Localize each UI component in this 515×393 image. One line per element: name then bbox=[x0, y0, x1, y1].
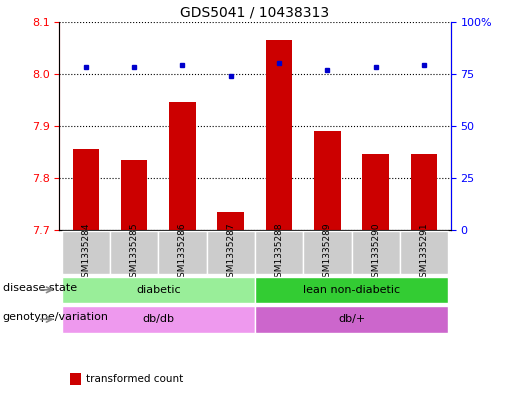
Bar bbox=[121, 160, 147, 230]
Bar bbox=[363, 154, 389, 230]
Bar bbox=[158, 231, 207, 274]
Bar bbox=[314, 131, 341, 230]
Text: GSM1335285: GSM1335285 bbox=[130, 222, 139, 283]
Bar bbox=[255, 277, 448, 303]
Text: disease state: disease state bbox=[3, 283, 77, 293]
Bar bbox=[62, 277, 255, 303]
Bar bbox=[266, 40, 293, 230]
Bar bbox=[303, 231, 352, 274]
Bar bbox=[73, 149, 99, 230]
Text: lean non-diabetic: lean non-diabetic bbox=[303, 285, 400, 295]
Title: GDS5041 / 10438313: GDS5041 / 10438313 bbox=[180, 5, 330, 19]
Text: transformed count: transformed count bbox=[86, 374, 183, 384]
Bar bbox=[207, 231, 255, 274]
Bar bbox=[217, 212, 244, 230]
Text: genotype/variation: genotype/variation bbox=[3, 312, 109, 322]
Bar bbox=[110, 231, 158, 274]
Text: GSM1335291: GSM1335291 bbox=[420, 222, 428, 283]
Bar bbox=[352, 231, 400, 274]
Text: db/+: db/+ bbox=[338, 314, 365, 324]
Text: GSM1335287: GSM1335287 bbox=[226, 222, 235, 283]
Text: GSM1335290: GSM1335290 bbox=[371, 222, 380, 283]
Bar bbox=[411, 154, 437, 230]
Text: GSM1335288: GSM1335288 bbox=[274, 222, 284, 283]
Text: db/db: db/db bbox=[142, 314, 174, 324]
Bar bbox=[169, 102, 196, 230]
Bar bbox=[255, 306, 448, 332]
Bar bbox=[400, 231, 448, 274]
Bar bbox=[62, 306, 255, 332]
Bar bbox=[62, 231, 110, 274]
Bar bbox=[255, 231, 303, 274]
Text: diabetic: diabetic bbox=[136, 285, 181, 295]
Text: GSM1335289: GSM1335289 bbox=[323, 222, 332, 283]
Text: GSM1335286: GSM1335286 bbox=[178, 222, 187, 283]
Text: GSM1335284: GSM1335284 bbox=[81, 222, 90, 283]
